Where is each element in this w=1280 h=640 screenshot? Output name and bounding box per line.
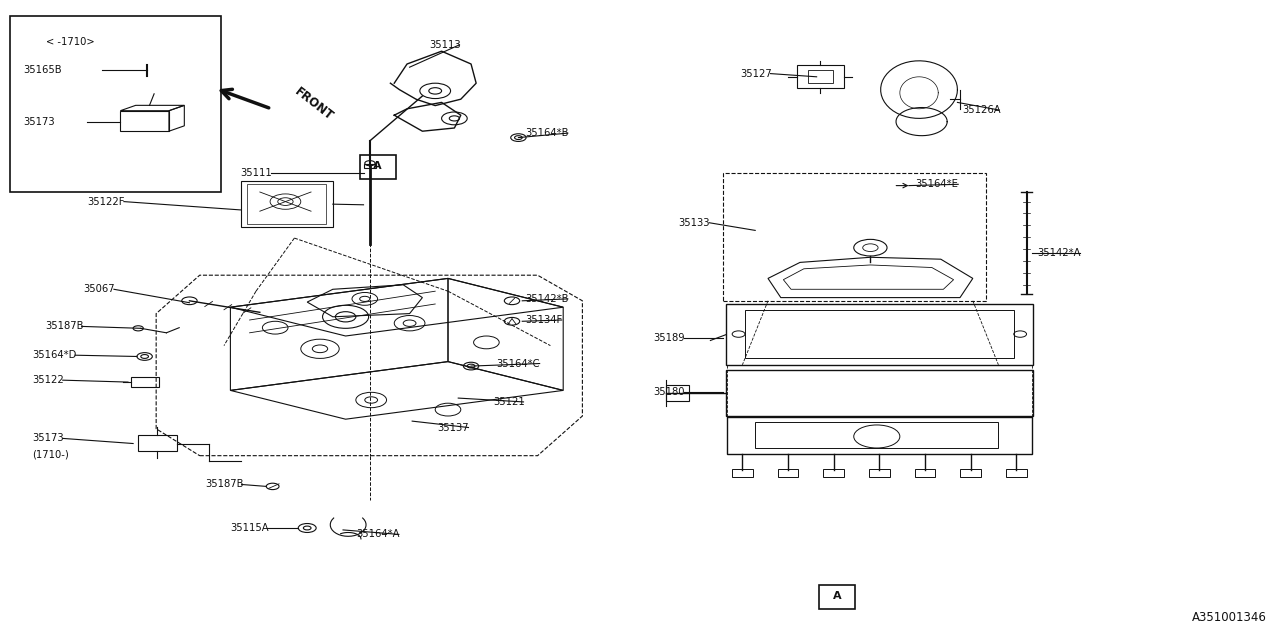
Text: A: A bbox=[374, 161, 381, 172]
Text: 35115A: 35115A bbox=[230, 523, 269, 533]
Bar bbox=[726, 304, 1033, 365]
Text: 35164*C: 35164*C bbox=[497, 358, 540, 369]
Text: 35164*B: 35164*B bbox=[525, 128, 568, 138]
Text: 35165B: 35165B bbox=[23, 65, 61, 76]
Bar bbox=[364, 164, 376, 168]
Text: 35127: 35127 bbox=[740, 68, 772, 79]
Text: 35122: 35122 bbox=[32, 375, 64, 385]
Text: 35189: 35189 bbox=[653, 333, 685, 343]
Bar bbox=[241, 181, 333, 227]
Bar bbox=[745, 310, 1014, 358]
Bar bbox=[732, 469, 753, 477]
Bar bbox=[778, 469, 799, 477]
Text: 35111: 35111 bbox=[241, 168, 273, 178]
Text: 35134F: 35134F bbox=[525, 315, 562, 325]
Text: FRONT: FRONT bbox=[292, 84, 335, 123]
Bar bbox=[869, 469, 890, 477]
Bar bbox=[819, 585, 855, 609]
Text: 35142*A: 35142*A bbox=[1037, 248, 1080, 258]
Bar bbox=[915, 469, 936, 477]
Text: 35173: 35173 bbox=[32, 433, 64, 444]
Bar bbox=[797, 65, 844, 88]
Bar bbox=[138, 435, 177, 451]
Text: 35133: 35133 bbox=[678, 218, 710, 228]
Text: 35122F: 35122F bbox=[87, 196, 124, 207]
Text: 35187B: 35187B bbox=[45, 321, 83, 332]
Bar bbox=[808, 70, 833, 83]
Text: 35180: 35180 bbox=[653, 387, 685, 397]
Bar bbox=[823, 469, 844, 477]
Bar bbox=[360, 155, 396, 179]
Text: 35164*A: 35164*A bbox=[356, 529, 399, 540]
Text: A351001346: A351001346 bbox=[1193, 611, 1267, 624]
Text: 35187B: 35187B bbox=[205, 479, 243, 490]
Text: 35142*B: 35142*B bbox=[525, 294, 568, 304]
Bar bbox=[755, 422, 998, 448]
Bar bbox=[1006, 469, 1027, 477]
Bar bbox=[960, 469, 980, 477]
Text: 35067: 35067 bbox=[83, 284, 115, 294]
Bar bbox=[10, 16, 221, 192]
Bar bbox=[247, 184, 326, 224]
Text: A: A bbox=[833, 591, 841, 602]
Text: 35137: 35137 bbox=[438, 422, 470, 433]
Bar bbox=[723, 173, 986, 301]
Text: < -1710>: < -1710> bbox=[46, 36, 95, 47]
Bar bbox=[726, 370, 1033, 416]
Text: (1710-): (1710-) bbox=[32, 449, 69, 460]
Text: 35121: 35121 bbox=[493, 397, 525, 407]
Text: 35113: 35113 bbox=[429, 40, 461, 50]
Bar bbox=[131, 377, 159, 387]
Text: 35164*D: 35164*D bbox=[32, 350, 77, 360]
Text: 35126A: 35126A bbox=[963, 105, 1001, 115]
Bar bbox=[666, 385, 689, 401]
Text: 35173: 35173 bbox=[23, 116, 55, 127]
Text: 35164*E: 35164*E bbox=[915, 179, 957, 189]
